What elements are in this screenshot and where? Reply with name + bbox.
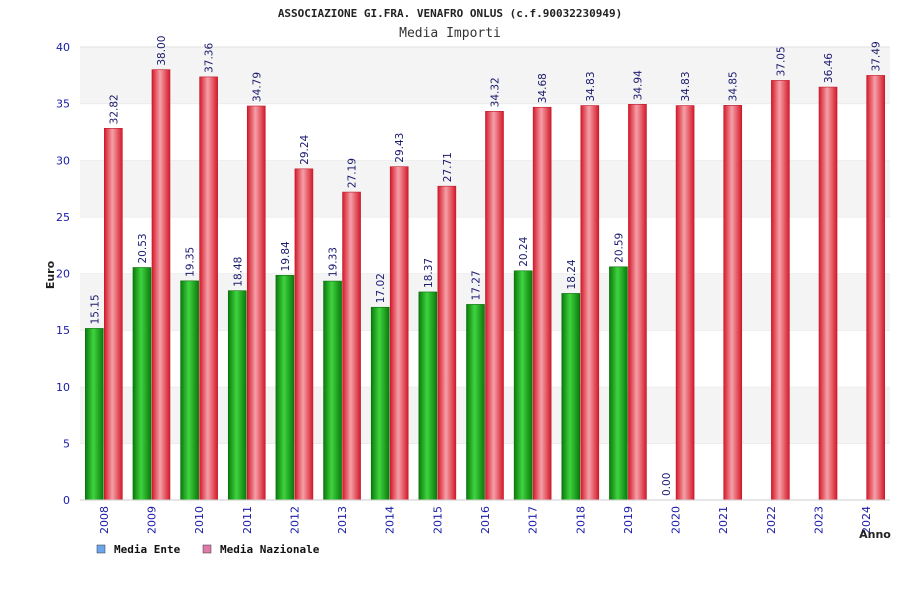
legend-label-media-nazionale: Media Nazionale (220, 543, 320, 556)
bar-media-nazionale-2023 (818, 86, 838, 501)
y-tick-label: 0 (63, 494, 70, 507)
data-label-media-nazionale-2016: 34.32 (490, 77, 502, 107)
bar-media-ente-2010 (180, 280, 199, 501)
x-tick-label: 2017 (527, 506, 540, 534)
x-tick-label: 2012 (288, 506, 301, 534)
bar-media-ente-2011 (227, 290, 247, 501)
data-label-media-ente-2013: 19.33 (328, 247, 340, 277)
legend-label-media-ente: Media Ente (114, 543, 181, 556)
bars (85, 69, 885, 501)
data-label-media-nazionale-2011: 34.79 (251, 72, 263, 102)
chart-title: ASSOCIAZIONE GI.FRA. VENAFRO ONLUS (c.f.… (278, 7, 622, 20)
y-axis-label: Euro (44, 260, 57, 289)
data-label-media-ente-2016: 17.27 (471, 270, 483, 300)
data-label-media-nazionale-2013: 27.19 (347, 158, 359, 188)
x-tick-label: 2023 (813, 506, 826, 534)
data-label-media-nazionale-2015: 27.71 (442, 152, 454, 182)
data-labels: 15.15 32.82 20.53 38.00 19.35 37.36 18.48 34.79… (89, 36, 882, 496)
data-label-media-nazionale-2024: 37.49 (871, 41, 883, 71)
data-label-media-nazionale-2023: 36.46 (823, 53, 835, 83)
data-label-media-ente-2012: 19.84 (280, 241, 292, 271)
data-label-media-nazionale-2022: 37.05 (775, 46, 787, 76)
x-tick-label: 2019 (622, 506, 635, 534)
y-tick-label: 10 (56, 381, 70, 394)
data-label-media-nazionale-2008: 32.82 (108, 94, 120, 124)
bar-media-ente-2016 (466, 304, 485, 501)
bar-media-nazionale-2018 (580, 105, 600, 501)
bar-media-nazionale-2017 (532, 106, 552, 501)
bar-media-nazionale-2021 (723, 105, 743, 501)
data-label-media-ente-2010: 19.35 (185, 247, 197, 277)
bar-media-ente-2018 (561, 293, 581, 501)
bar-media-ente-2012 (275, 275, 295, 501)
bar-media-ente-2014 (370, 306, 390, 501)
x-tick-label: 2020 (670, 506, 683, 534)
x-tick-label: 2014 (384, 506, 397, 534)
data-label-media-nazionale-2014: 29.43 (394, 133, 406, 163)
x-tick-label: 2021 (717, 506, 730, 534)
data-label-media-ente-2015: 18.37 (423, 258, 435, 288)
data-label-media-ente-2017: 20.24 (518, 236, 530, 266)
data-label-media-ente-2008: 15.15 (89, 294, 101, 324)
data-label-media-ente-2011: 18.48 (232, 257, 244, 287)
bar-media-nazionale-2011 (246, 105, 266, 501)
data-label-media-nazionale-2017: 34.68 (537, 73, 549, 103)
bar-media-ente-2009 (132, 267, 152, 501)
y-tick-label: 30 (56, 154, 70, 167)
bar-media-nazionale-2015 (437, 185, 457, 501)
x-tick-label: 2022 (765, 506, 778, 534)
bar-media-nazionale-2022 (771, 80, 790, 501)
legend: Media Ente Media Nazionale (96, 543, 320, 556)
y-tick-label: 25 (56, 211, 70, 224)
data-label-media-nazionale-2019: 34.94 (632, 70, 644, 100)
y-tick-label: 20 (56, 268, 70, 281)
chart-subtitle: Media Importi (399, 26, 501, 41)
x-tick-label: 2009 (145, 506, 158, 534)
y-tick-label: 5 (63, 437, 70, 450)
bar-media-ente-2015 (418, 291, 438, 501)
bar-media-nazionale-2024 (866, 75, 885, 501)
bar-media-nazionale-2012 (294, 168, 314, 501)
bar-media-nazionale-2013 (342, 191, 361, 501)
data-label-media-nazionale-2009: 38.00 (156, 36, 168, 66)
data-label-media-nazionale-2018: 34.83 (585, 71, 597, 101)
legend-swatch-media-ente (96, 544, 106, 554)
data-label-media-ente-2019: 20.59 (613, 233, 625, 263)
x-tick-label: 2015 (431, 506, 444, 534)
data-label-media-ente-2018: 18.24 (566, 259, 578, 289)
y-tick-label: 35 (56, 98, 70, 111)
x-tick-label: 2024 (860, 506, 873, 534)
x-tick-label: 2018 (574, 506, 587, 534)
x-tick-label: 2016 (479, 506, 492, 534)
y-tick-label: 40 (56, 41, 70, 54)
data-label-media-ente-2020: 0.00 (661, 473, 673, 496)
data-label-media-nazionale-2021: 34.85 (728, 71, 740, 101)
x-axis-ticks: 2008 2009 2010 2011 2012 2013 2014 2015 2016 2017… (98, 506, 873, 534)
bar-media-nazionale-2009 (151, 69, 171, 501)
x-axis-label: Anno (859, 528, 891, 541)
bar-media-nazionale-2008 (104, 128, 123, 501)
y-axis-ticks: 0 5 10 15 20 25 30 35 40 (56, 41, 70, 507)
bar-media-nazionale-2014 (389, 166, 409, 501)
bar-media-ente-2008 (85, 328, 104, 501)
data-label-media-ente-2014: 17.02 (375, 273, 387, 303)
bar-media-nazionale-2010 (199, 76, 218, 501)
y-tick-label: 15 (56, 324, 70, 337)
data-label-media-ente-2009: 20.53 (137, 233, 149, 263)
bar-media-ente-2017 (513, 270, 533, 501)
x-tick-label: 2010 (193, 506, 206, 534)
bar-media-nazionale-2019 (628, 104, 647, 501)
x-tick-label: 2011 (241, 506, 254, 534)
data-label-media-nazionale-2020: 34.83 (680, 71, 692, 101)
bar-media-nazionale-2020 (675, 105, 695, 501)
x-tick-label: 2008 (98, 506, 111, 534)
legend-swatch-media-nazionale (202, 544, 212, 554)
bar-media-nazionale-2016 (485, 111, 504, 501)
x-tick-label: 2013 (336, 506, 349, 534)
bar-media-ente-2013 (323, 280, 342, 501)
data-label-media-nazionale-2010: 37.36 (204, 43, 216, 73)
bar-media-ente-2019 (609, 266, 628, 501)
data-label-media-nazionale-2012: 29.24 (299, 134, 311, 164)
